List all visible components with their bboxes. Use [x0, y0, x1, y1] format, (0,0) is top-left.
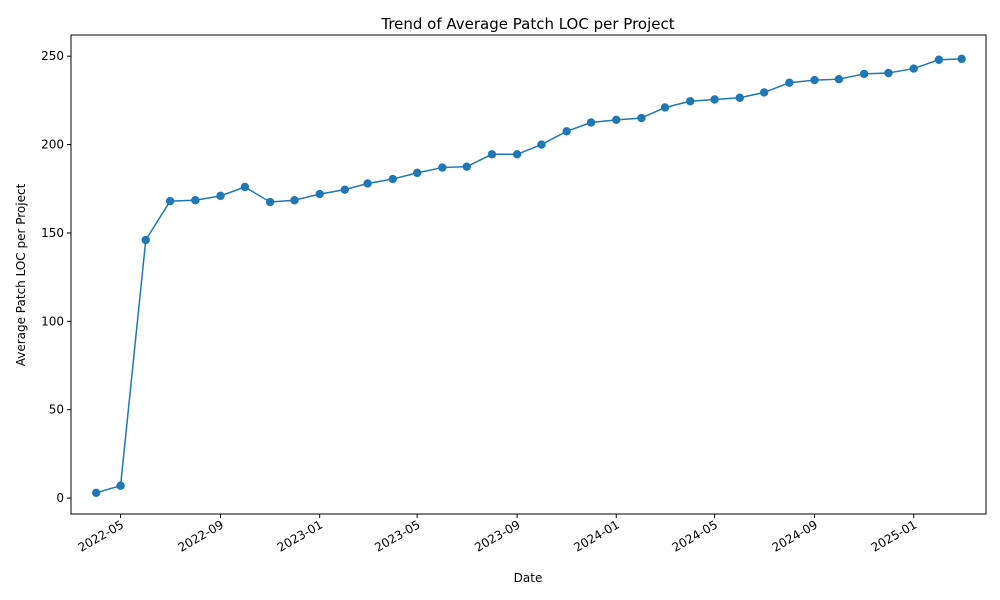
data-point — [957, 54, 966, 64]
y-tick-label: 50 — [49, 403, 64, 417]
data-point — [462, 162, 471, 171]
data-point — [412, 168, 422, 178]
data-point — [759, 88, 769, 97]
data-point — [934, 55, 944, 64]
y-tick-label: 200 — [41, 138, 64, 152]
data-point — [710, 95, 719, 104]
data-point — [810, 75, 819, 85]
data-point — [315, 189, 324, 199]
data-point — [586, 118, 596, 127]
data-point — [141, 235, 150, 245]
data-point — [537, 140, 546, 149]
x-axis-label: Date — [514, 571, 543, 585]
data-point — [612, 115, 621, 125]
data-point — [216, 191, 225, 201]
data-point — [116, 481, 125, 490]
plot-area — [91, 54, 966, 497]
data-point — [834, 74, 844, 84]
data-point — [240, 182, 250, 192]
y-tick-label: 150 — [41, 226, 64, 240]
data-point — [909, 64, 918, 73]
axes-frame — [70, 34, 987, 515]
data-point — [265, 197, 275, 207]
data-point — [686, 97, 695, 106]
data-point — [438, 163, 447, 172]
y-axis: 0 50 100 150 200 250 — [41, 49, 71, 505]
chart-title: Trend of Average Patch LOC per Project — [380, 15, 674, 33]
data-point — [735, 93, 744, 102]
data-point — [191, 196, 200, 205]
y-tick-label: 100 — [41, 314, 64, 328]
data-point — [562, 127, 571, 136]
data-point — [512, 150, 522, 159]
data-point — [290, 196, 299, 205]
data-point — [660, 103, 670, 112]
y-tick-label: 0 — [56, 491, 64, 505]
data-point — [487, 150, 497, 159]
data-point — [388, 174, 397, 184]
data-point — [884, 68, 893, 78]
y-axis-label: Average Patch LOC per Project — [14, 183, 28, 366]
data-point — [340, 185, 350, 194]
data-point — [363, 179, 372, 188]
data-point — [165, 196, 175, 206]
y-tick-label: 250 — [41, 49, 64, 63]
data-point — [637, 113, 646, 123]
data-point — [91, 488, 101, 497]
data-point — [785, 78, 794, 87]
data-point — [859, 69, 869, 79]
